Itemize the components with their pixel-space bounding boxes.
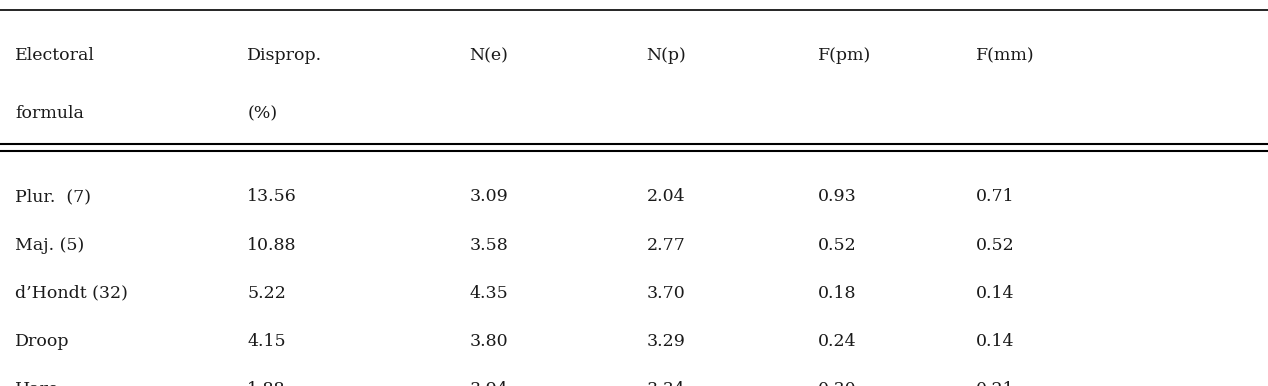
Text: 13.56: 13.56 [247,188,297,205]
Text: 5.22: 5.22 [247,285,287,302]
Text: 10.88: 10.88 [247,237,297,254]
Text: N(p): N(p) [647,47,686,64]
Text: 0.14: 0.14 [976,285,1014,302]
Text: 0.52: 0.52 [818,237,857,254]
Text: Maj. (5): Maj. (5) [15,237,85,254]
Text: 3.70: 3.70 [647,285,686,302]
Text: (%): (%) [247,105,278,122]
Text: N(e): N(e) [469,47,508,64]
Text: d’Hondt (32): d’Hondt (32) [15,285,128,302]
Text: Electoral: Electoral [15,47,95,64]
Text: 3.09: 3.09 [469,188,508,205]
Text: 0.21: 0.21 [976,381,1014,386]
Text: 2.77: 2.77 [647,237,686,254]
Text: 0.14: 0.14 [976,333,1014,350]
Text: 0.24: 0.24 [818,333,856,350]
Text: 2.04: 2.04 [647,188,685,205]
Text: 3.34: 3.34 [647,381,686,386]
Text: 4.35: 4.35 [469,285,508,302]
Text: 3.94: 3.94 [469,381,508,386]
Text: 0.71: 0.71 [976,188,1014,205]
Text: 3.58: 3.58 [469,237,508,254]
Text: F(pm): F(pm) [818,47,871,64]
Text: formula: formula [15,105,84,122]
Text: Droop: Droop [15,333,70,350]
Text: Plur.  (7): Plur. (7) [15,188,91,205]
Text: 0.93: 0.93 [818,188,857,205]
Text: 0.18: 0.18 [818,285,856,302]
Text: F(mm): F(mm) [976,47,1035,64]
Text: 3.29: 3.29 [647,333,686,350]
Text: 3.80: 3.80 [469,333,507,350]
Text: Hare: Hare [15,381,60,386]
Text: 0.30: 0.30 [818,381,856,386]
Text: 4.15: 4.15 [247,333,285,350]
Text: 0.52: 0.52 [976,237,1016,254]
Text: 1.88: 1.88 [247,381,285,386]
Text: Disprop.: Disprop. [247,47,322,64]
